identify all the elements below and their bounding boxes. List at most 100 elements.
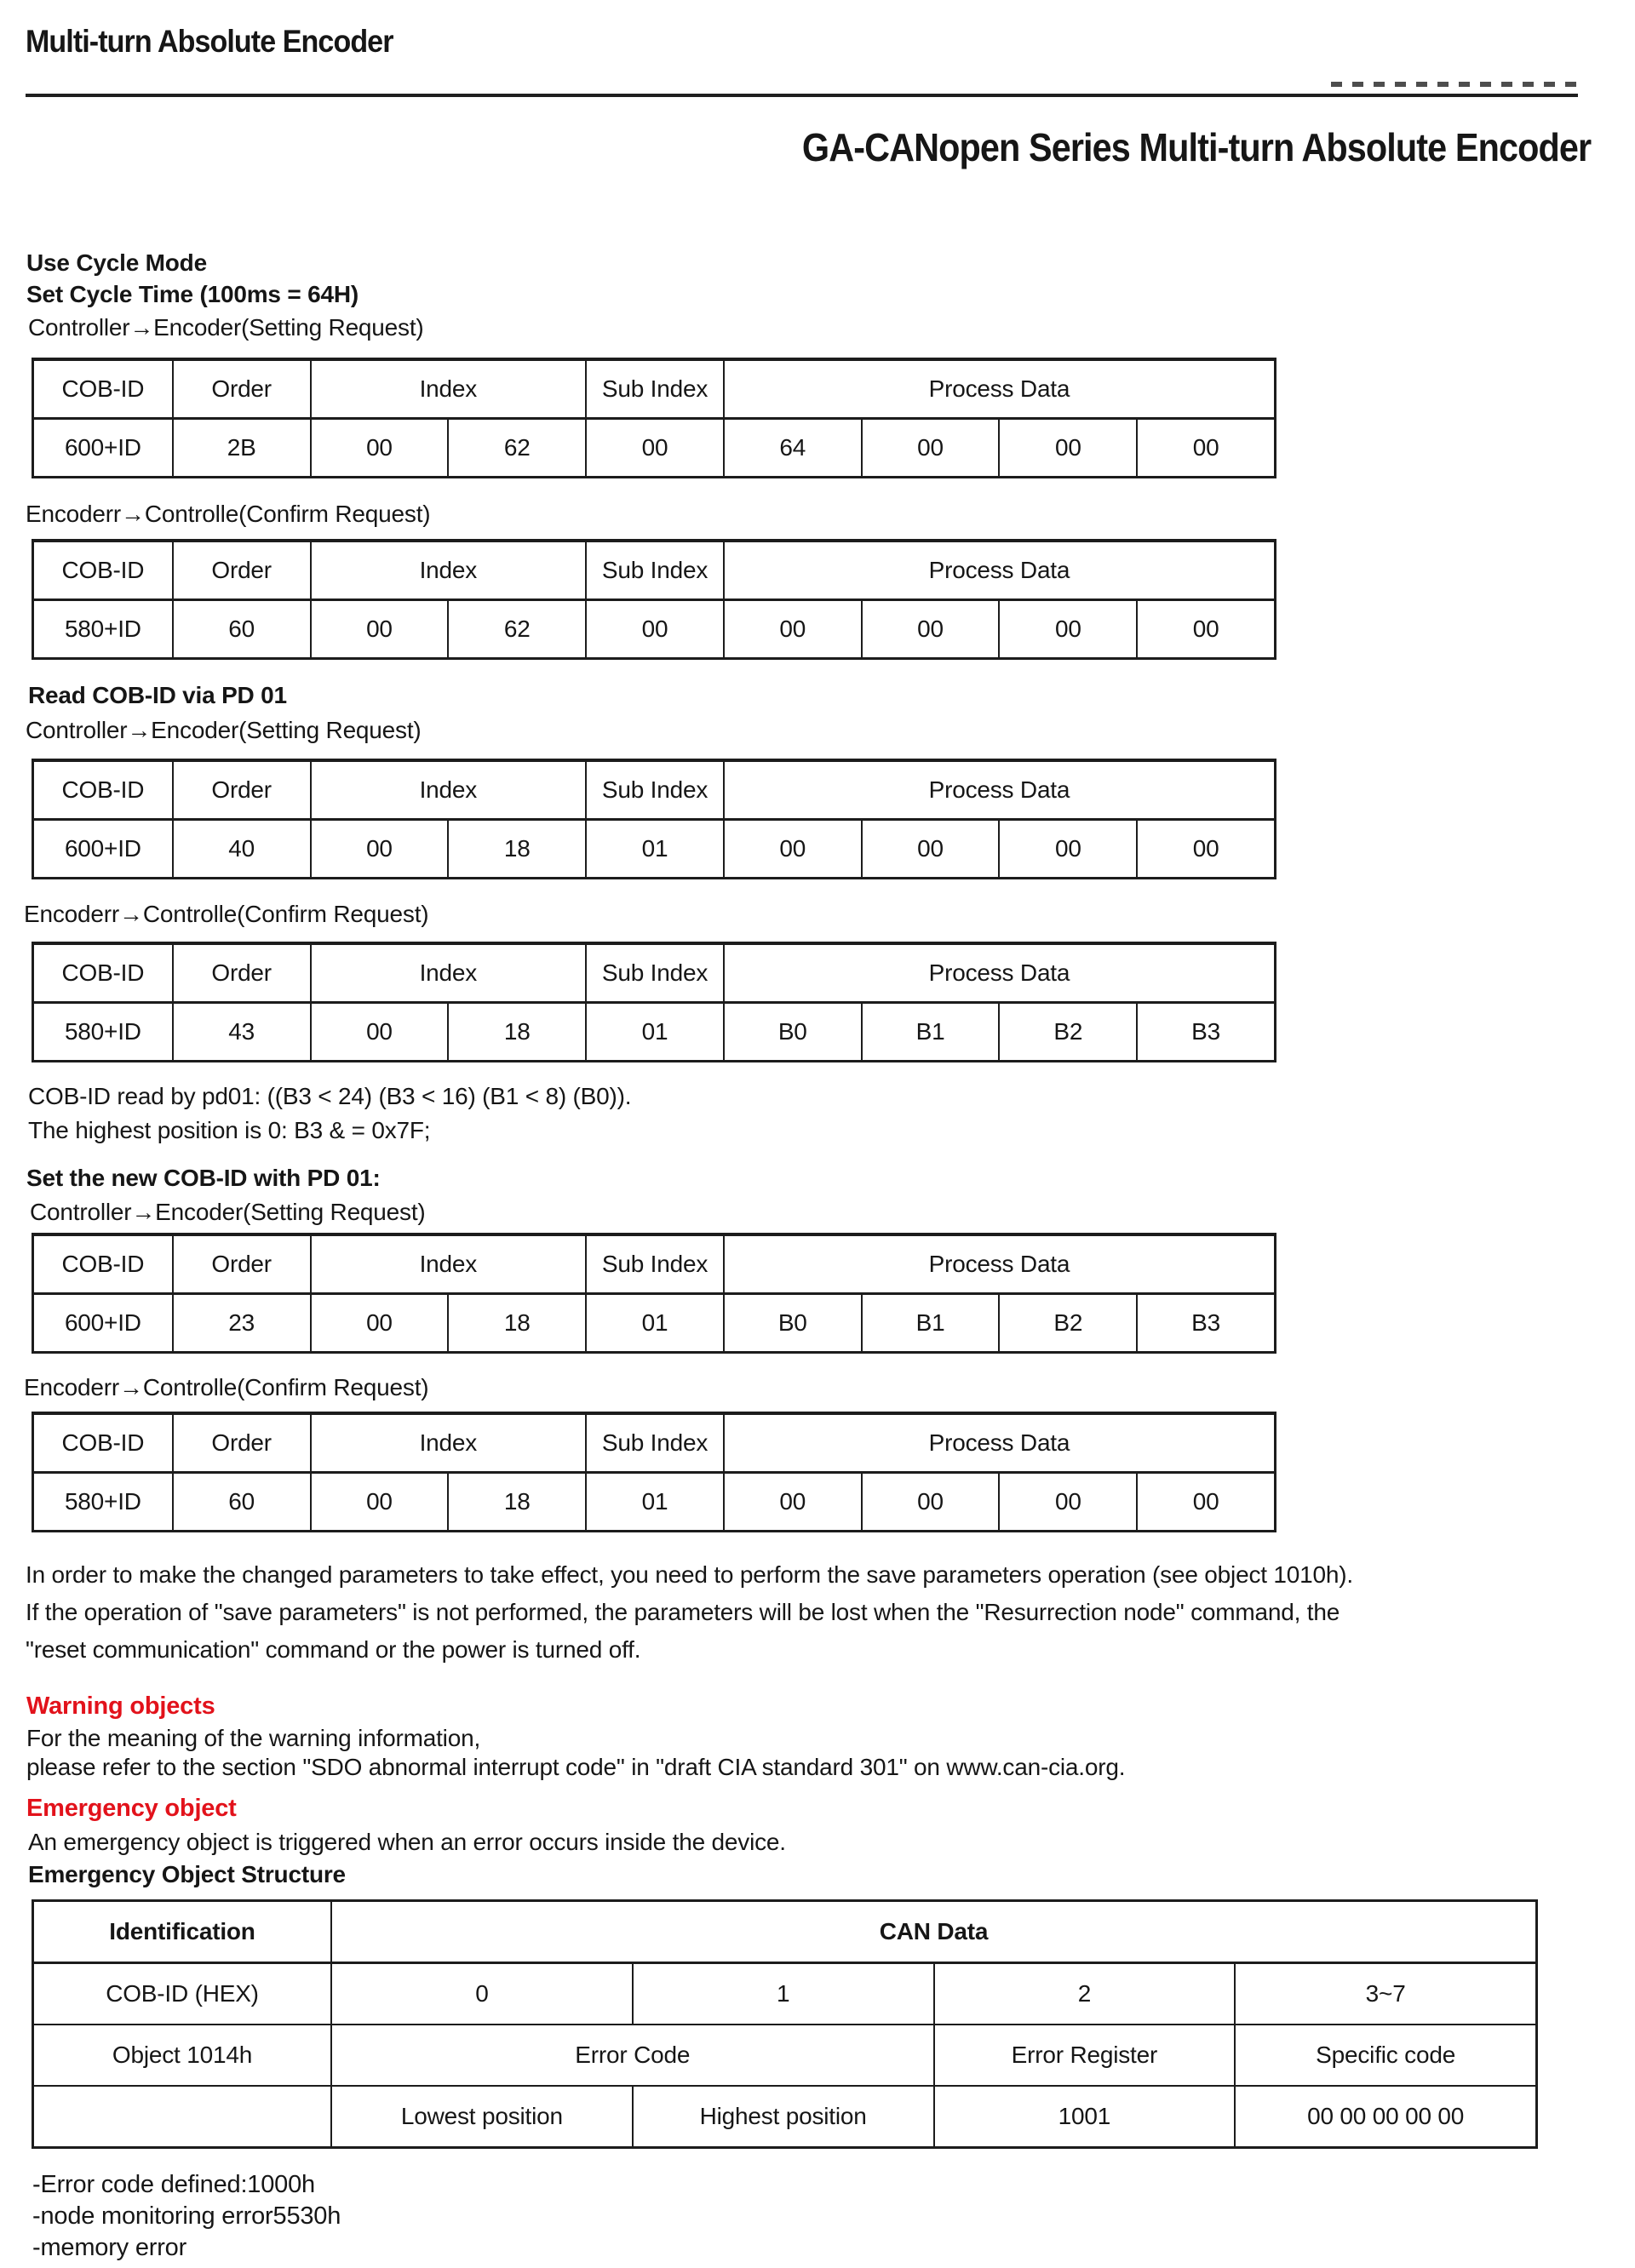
- header-cell-sub-index: Sub Index: [585, 1236, 723, 1292]
- data-cell-empty: [34, 2087, 330, 2146]
- sdo-table-2-header-row: COB-ID Order Index Sub Index Process Dat…: [34, 542, 1274, 601]
- sdo-table-4-data-row: 580+ID 43 00 18 01 B0 B1 B2 B3: [34, 1004, 1274, 1060]
- data-cell: 00: [998, 601, 1137, 657]
- data-cell: B1: [860, 1295, 999, 1351]
- controller-request-label-2: Controller→Encoder(Setting Request): [26, 717, 422, 743]
- cob-read-note-2: The highest position is 0: B3 & = 0x7F;: [28, 1117, 431, 1143]
- data-cell: 1001: [932, 2087, 1235, 2146]
- data-cell: 60: [171, 601, 310, 657]
- header-cell-order: Order: [171, 762, 310, 818]
- header-cell-cob-id: COB-ID: [34, 1236, 172, 1292]
- header-cell-process-data: Process Data: [722, 1415, 1274, 1471]
- warning-line-2: please refer to the section "SDO abnorma…: [26, 1754, 1126, 1780]
- sdo-table-3-data-row: 600+ID 40 00 18 01 00 00 00 00: [34, 821, 1274, 877]
- header-cell-cob-id: COB-ID: [34, 945, 172, 1001]
- data-cell: 00 00 00 00 00: [1234, 2087, 1535, 2146]
- header-cell-index: Index: [309, 361, 586, 417]
- read-cob-id-heading: Read COB-ID via PD 01: [28, 682, 287, 708]
- data-cell: 00: [585, 420, 723, 476]
- controller-request-label-1: Controller→Encoder(Setting Request): [28, 314, 424, 341]
- save-parameters-note-line-1: In order to make the changed parameters …: [26, 1561, 1353, 1588]
- data-cell: 600+ID: [34, 420, 172, 476]
- data-cell: 580+ID: [34, 1004, 172, 1060]
- data-cell: 64: [722, 420, 861, 476]
- emergency-object-heading: Emergency object: [26, 1795, 237, 1822]
- data-cell: 43: [171, 1004, 310, 1060]
- header-cell-order: Order: [171, 361, 310, 417]
- data-cell: B2: [998, 1295, 1137, 1351]
- header-cell-order: Order: [171, 1236, 310, 1292]
- data-cell: 00: [860, 821, 999, 877]
- set-new-cob-id-heading: Set the new COB-ID with PD 01:: [26, 1165, 381, 1191]
- sdo-table-5: COB-ID Order Index Sub Index Process Dat…: [32, 1233, 1276, 1354]
- header-cell-cob-id: COB-ID: [34, 542, 172, 598]
- data-cell: B1: [860, 1004, 999, 1060]
- data-cell: 3~7: [1234, 1964, 1535, 2024]
- emergency-table-row-4: Lowest position Highest position 1001 00…: [34, 2085, 1535, 2146]
- emergency-table-row-3: Object 1014h Error Code Error Register S…: [34, 2024, 1535, 2085]
- encoder-confirm-label-3: Encoderr→Controlle(Confirm Request): [24, 1374, 429, 1400]
- data-cell: Error Register: [932, 2025, 1235, 2085]
- header-cell-process-data: Process Data: [722, 945, 1274, 1001]
- data-cell: 2: [932, 1964, 1235, 2024]
- sdo-table-5-header-row: COB-ID Order Index Sub Index Process Dat…: [34, 1236, 1274, 1295]
- header-cell-order: Order: [171, 1415, 310, 1471]
- header-cell-can-data: CAN Data: [330, 1902, 1535, 1962]
- data-cell: 00: [860, 601, 999, 657]
- header-cell-process-data: Process Data: [722, 542, 1274, 598]
- data-cell: 00: [998, 420, 1137, 476]
- data-cell: 0: [330, 1964, 632, 2024]
- data-cell: B3: [1136, 1004, 1274, 1060]
- header-cell-order: Order: [171, 542, 310, 598]
- error-code-line-1: -Error code defined:1000h: [32, 2171, 315, 2198]
- sdo-table-6: COB-ID Order Index Sub Index Process Dat…: [32, 1412, 1276, 1532]
- data-cell: 00: [1136, 601, 1274, 657]
- data-cell: 01: [585, 1474, 723, 1530]
- data-cell: B2: [998, 1004, 1137, 1060]
- sdo-table-5-data-row: 600+ID 23 00 18 01 B0 B1 B2 B3: [34, 1295, 1274, 1351]
- data-cell: 00: [722, 1474, 861, 1530]
- error-code-line-2: -node monitoring error5530h: [32, 2202, 341, 2230]
- encoder-confirm-label-2: Encoderr→Controlle(Confirm Request): [24, 901, 429, 927]
- emergency-line-1: An emergency object is triggered when an…: [28, 1829, 786, 1855]
- data-cell: 00: [309, 1295, 448, 1351]
- use-cycle-mode-heading: Use Cycle Mode: [26, 249, 207, 276]
- data-cell: 00: [309, 821, 448, 877]
- data-cell: 01: [585, 1295, 723, 1351]
- header-cell-index: Index: [309, 1236, 586, 1292]
- data-cell: 00: [309, 601, 448, 657]
- header-cell-index: Index: [309, 542, 586, 598]
- data-cell: Error Code: [330, 2025, 933, 2085]
- sdo-table-1-data-row: 600+ID 2B 00 62 00 64 00 00 00: [34, 420, 1274, 476]
- data-cell: 18: [447, 821, 586, 877]
- data-cell: 00: [1136, 821, 1274, 877]
- data-cell: 01: [585, 821, 723, 877]
- header-cell-sub-index: Sub Index: [585, 1415, 723, 1471]
- header-cell-cob-id: COB-ID: [34, 1415, 172, 1471]
- encoder-confirm-label-1: Encoderr→Controlle(Confirm Request): [26, 501, 431, 527]
- data-cell: 40: [171, 821, 310, 877]
- emergency-table-row-2: COB-ID (HEX) 0 1 2 3~7: [34, 1962, 1535, 2024]
- data-cell: 00: [722, 821, 861, 877]
- header-cell-index: Index: [309, 945, 586, 1001]
- emergency-structure-heading: Emergency Object Structure: [28, 1861, 346, 1887]
- cob-read-note-1: COB-ID read by pd01: ((B3 < 24) (B3 < 16…: [28, 1083, 632, 1109]
- data-cell: 00: [309, 1004, 448, 1060]
- data-cell: Object 1014h: [34, 2025, 330, 2085]
- data-cell: COB-ID (HEX): [34, 1964, 330, 2024]
- header-cell-cob-id: COB-ID: [34, 361, 172, 417]
- header-cell-index: Index: [309, 762, 586, 818]
- doc-title: GA-CANopen Series Multi-turn Absolute En…: [801, 125, 1592, 169]
- data-cell: 00: [309, 420, 448, 476]
- error-code-line-3: -memory error: [32, 2234, 187, 2261]
- data-cell: 18: [447, 1474, 586, 1530]
- header-cell-cob-id: COB-ID: [34, 762, 172, 818]
- data-cell: B0: [722, 1004, 861, 1060]
- header-cell-process-data: Process Data: [722, 762, 1274, 818]
- sdo-table-4-header-row: COB-ID Order Index Sub Index Process Dat…: [34, 945, 1274, 1004]
- data-cell: 00: [998, 821, 1137, 877]
- data-cell: 01: [585, 1004, 723, 1060]
- error-code-list: -Error code defined:1000h -node monitori…: [32, 2169, 341, 2264]
- data-cell: 23: [171, 1295, 310, 1351]
